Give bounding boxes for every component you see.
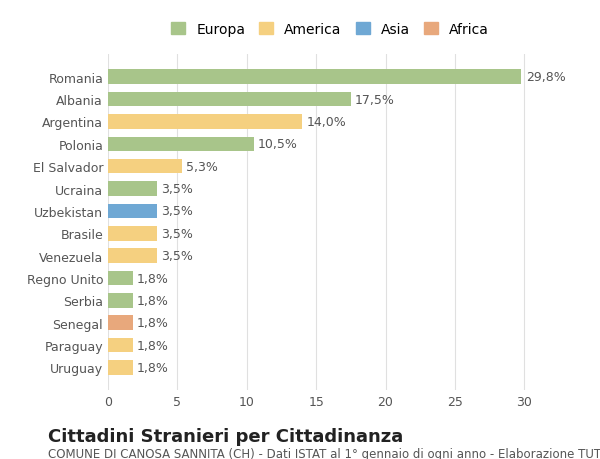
Bar — [108, 204, 157, 218]
Bar — [108, 316, 133, 330]
Text: COMUNE DI CANOSA SANNITA (CH) - Dati ISTAT al 1° gennaio di ogni anno - Elaboraz: COMUNE DI CANOSA SANNITA (CH) - Dati IST… — [48, 448, 600, 459]
Text: 29,8%: 29,8% — [526, 71, 565, 84]
Text: Cittadini Stranieri per Cittadinanza: Cittadini Stranieri per Cittadinanza — [48, 427, 403, 445]
Text: 1,8%: 1,8% — [137, 361, 169, 374]
Bar — [108, 338, 133, 353]
Bar — [108, 249, 157, 263]
Text: 10,5%: 10,5% — [258, 138, 298, 151]
Bar — [108, 160, 182, 174]
Text: 1,8%: 1,8% — [137, 272, 169, 285]
Legend: Europa, America, Asia, Africa: Europa, America, Asia, Africa — [167, 18, 493, 41]
Bar — [108, 182, 157, 196]
Text: 17,5%: 17,5% — [355, 93, 395, 106]
Text: 3,5%: 3,5% — [161, 205, 193, 218]
Text: 1,8%: 1,8% — [137, 317, 169, 330]
Text: 1,8%: 1,8% — [137, 339, 169, 352]
Text: 3,5%: 3,5% — [161, 227, 193, 240]
Bar — [108, 137, 254, 152]
Bar — [108, 360, 133, 375]
Bar — [108, 271, 133, 285]
Text: 14,0%: 14,0% — [307, 116, 346, 129]
Bar — [108, 227, 157, 241]
Bar — [108, 93, 351, 107]
Text: 3,5%: 3,5% — [161, 183, 193, 196]
Bar — [108, 293, 133, 308]
Text: 5,3%: 5,3% — [186, 160, 218, 174]
Bar — [108, 115, 302, 129]
Bar — [108, 70, 521, 85]
Text: 1,8%: 1,8% — [137, 294, 169, 307]
Text: 3,5%: 3,5% — [161, 250, 193, 263]
